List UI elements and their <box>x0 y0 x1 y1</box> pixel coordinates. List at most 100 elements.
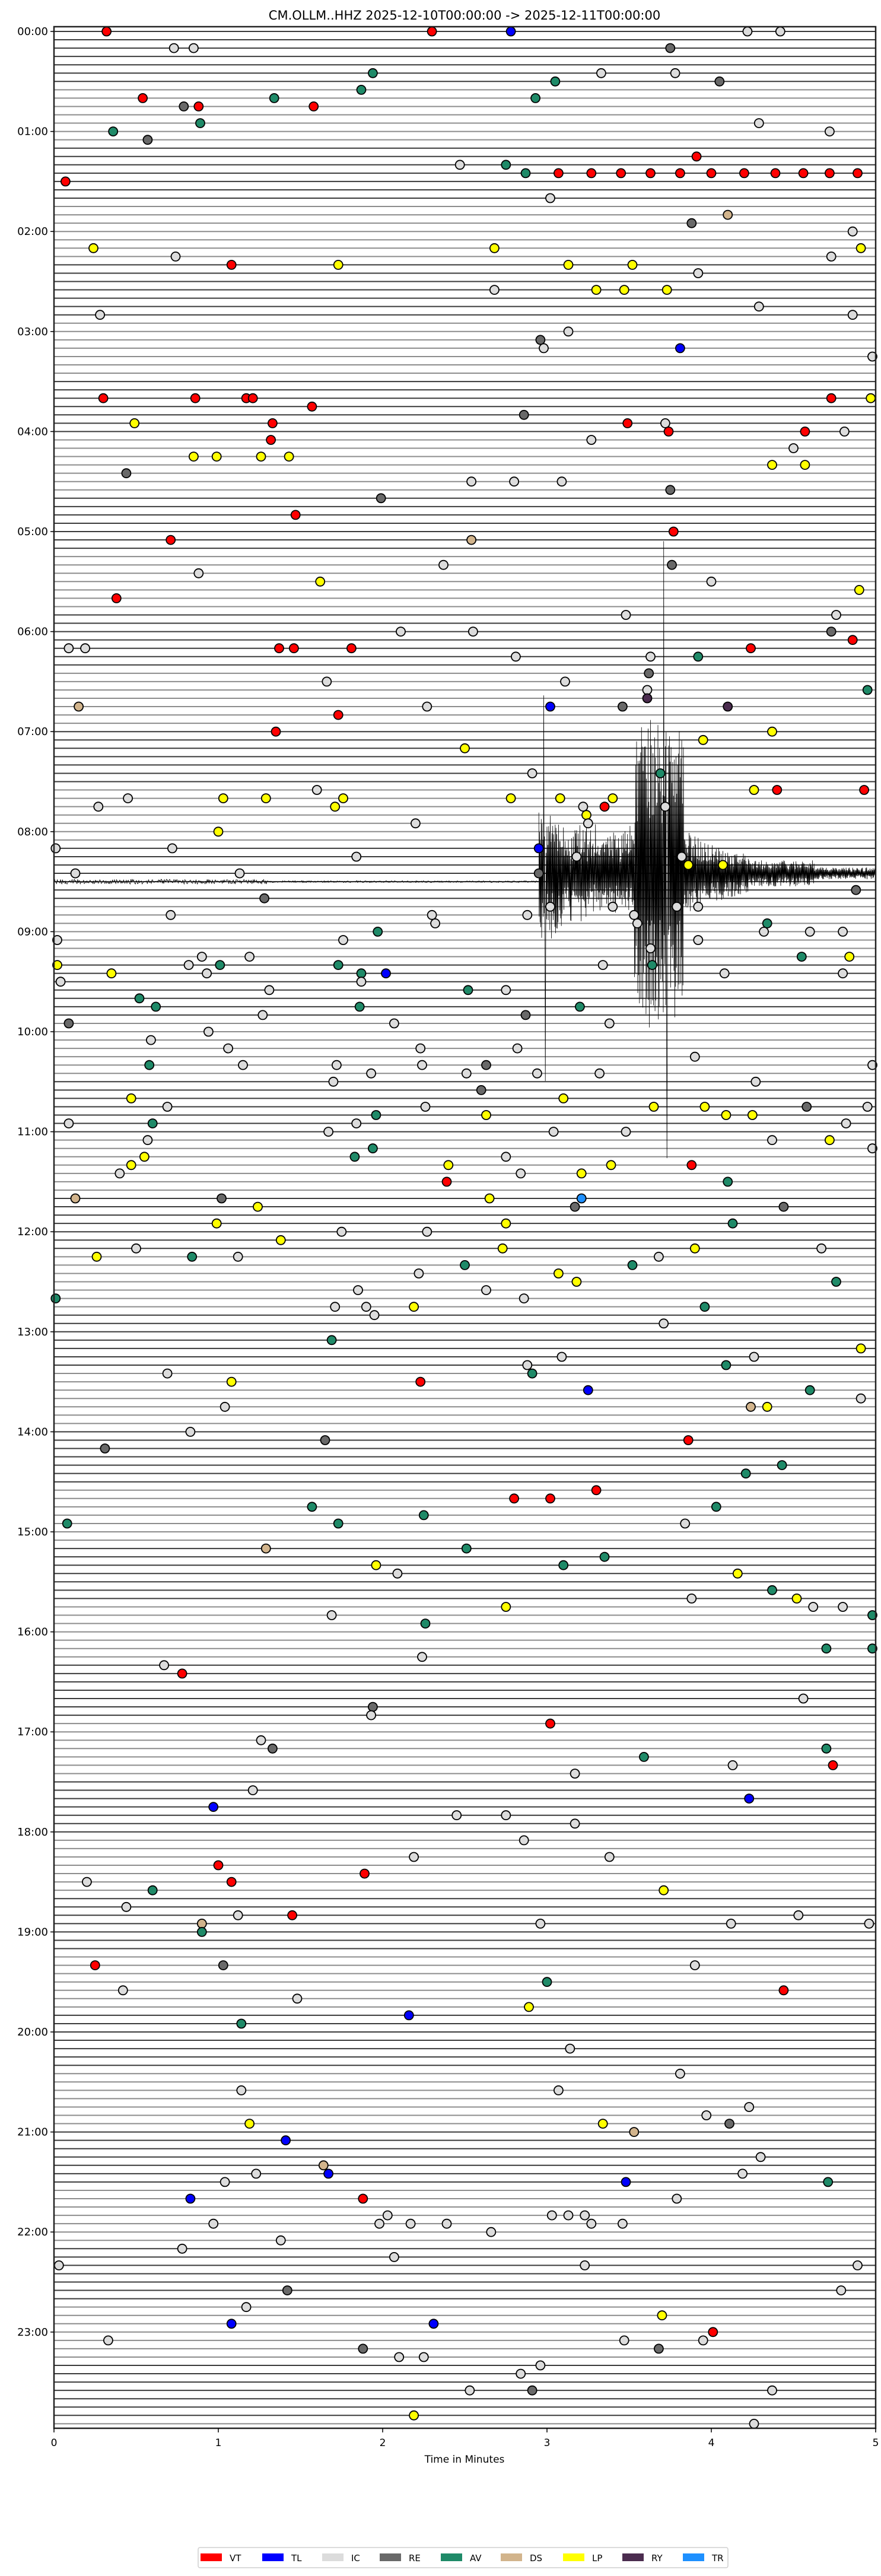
event-marker-ic <box>351 851 362 862</box>
event-marker-re <box>259 893 270 904</box>
event-marker-ic <box>264 985 275 996</box>
event-marker-ic <box>233 1251 243 1262</box>
event-marker-vt <box>746 643 756 654</box>
event-marker-re <box>724 2119 734 2129</box>
event-marker-ic <box>867 1060 877 1070</box>
event-marker-av <box>867 1643 877 1654</box>
event-marker-ic <box>63 1118 74 1128</box>
event-marker-lp <box>497 1243 508 1254</box>
event-marker-ic <box>604 1852 615 1862</box>
event-marker-vt <box>686 1160 697 1171</box>
event-marker-ic <box>220 2177 230 2187</box>
event-marker-lp <box>275 1235 286 1245</box>
event-marker-av <box>354 1001 365 1012</box>
event-marker-ic <box>422 1226 432 1237</box>
event-marker-lp <box>657 2310 667 2321</box>
event-marker-av <box>333 960 344 970</box>
event-marker-re <box>714 76 725 87</box>
event-marker-re <box>533 868 544 879</box>
event-marker-av <box>368 68 378 78</box>
event-marker-ic <box>117 1985 128 1996</box>
event-marker-lp <box>606 1160 616 1171</box>
event-marker-ic <box>838 927 848 937</box>
event-marker-ic <box>836 2285 847 2296</box>
legend-swatch-ry <box>622 2553 644 2561</box>
y-tick-label: 17:00 <box>17 1726 48 1738</box>
event-marker-av <box>693 651 704 662</box>
y-tick-label: 19:00 <box>17 1926 48 1938</box>
event-marker-ds <box>629 2127 640 2138</box>
event-marker-ic <box>749 1351 759 1362</box>
event-marker-vt <box>358 2193 368 2204</box>
event-marker-ic <box>170 251 181 262</box>
event-marker-lp <box>126 1160 136 1171</box>
event-marker-av <box>550 76 561 87</box>
event-marker-vt <box>675 168 685 179</box>
event-marker-ic <box>767 2385 777 2396</box>
event-marker-re <box>665 485 676 495</box>
event-marker-ic <box>689 1960 700 1971</box>
event-marker-lp <box>484 1193 495 1204</box>
event-marker-av <box>575 1001 585 1012</box>
event-marker-av <box>196 1926 207 1937</box>
event-marker-ic <box>793 1910 804 1920</box>
event-marker-ic <box>336 1226 347 1237</box>
event-marker-ic <box>223 1043 234 1054</box>
event-marker-lp <box>699 1102 710 1112</box>
event-marker-ic <box>570 1818 580 1829</box>
event-marker-ic <box>70 868 81 879</box>
event-marker-ic <box>465 2385 475 2396</box>
x-axis: 0 1 2 3 4 5 <box>51 2428 879 2449</box>
event-marker-re <box>665 43 676 53</box>
event-marker-ic <box>519 1293 529 1304</box>
event-marker-ic <box>580 2260 590 2270</box>
event-marker-ic <box>185 1426 196 1437</box>
event-marker-lp <box>211 1218 222 1229</box>
y-tick-label: 11:00 <box>17 1126 48 1138</box>
event-marker-ic <box>744 2102 755 2112</box>
event-marker-ic <box>417 1652 427 1662</box>
event-marker-ic <box>753 301 764 312</box>
event-marker-ic <box>159 1660 170 1671</box>
event-marker-ic <box>847 310 858 320</box>
event-marker-ic <box>597 960 608 970</box>
legend-label-ic: IC <box>351 2553 360 2564</box>
event-marker-ic <box>366 1068 376 1079</box>
event-marker-av <box>527 1368 537 1379</box>
event-marker-re <box>368 1702 378 1712</box>
event-marker-lp <box>659 1885 669 1896</box>
event-marker-ic <box>853 2260 863 2270</box>
event-marker-ic <box>417 1060 427 1070</box>
event-marker-lp <box>571 1277 582 1287</box>
event-marker-re <box>618 701 628 712</box>
event-marker-ic <box>527 768 537 778</box>
legend-swatch-av <box>441 2553 462 2561</box>
event-marker-vt <box>772 785 783 795</box>
event-marker-ic <box>645 943 656 953</box>
y-tick-label: 01:00 <box>17 126 48 138</box>
event-marker-ic <box>608 901 618 912</box>
event-marker-ic <box>326 1610 337 1620</box>
event-marker-vt <box>739 168 749 179</box>
event-marker-tr <box>576 1193 587 1204</box>
event-marker-ds <box>196 1918 207 1929</box>
event-marker-re <box>535 335 546 345</box>
event-marker-ic <box>511 651 521 662</box>
event-marker-av <box>762 918 772 928</box>
event-marker-ic <box>328 1076 339 1087</box>
event-marker-lp <box>501 1218 511 1229</box>
event-marker-ic <box>123 793 133 803</box>
event-marker-ic <box>63 643 74 654</box>
event-marker-ic <box>539 343 549 354</box>
event-marker-ic <box>203 1026 214 1037</box>
event-marker-ic <box>621 1127 631 1137</box>
event-marker-ic <box>693 268 704 278</box>
event-marker-ic <box>775 26 785 37</box>
legend-swatch-tr <box>683 2553 704 2561</box>
event-marker-lp <box>188 451 199 462</box>
event-marker-av <box>647 960 657 970</box>
event-marker-av <box>236 2018 247 2029</box>
event-marker-ic <box>645 651 656 662</box>
event-marker-re <box>218 1960 228 1971</box>
event-marker-ic <box>166 909 176 920</box>
